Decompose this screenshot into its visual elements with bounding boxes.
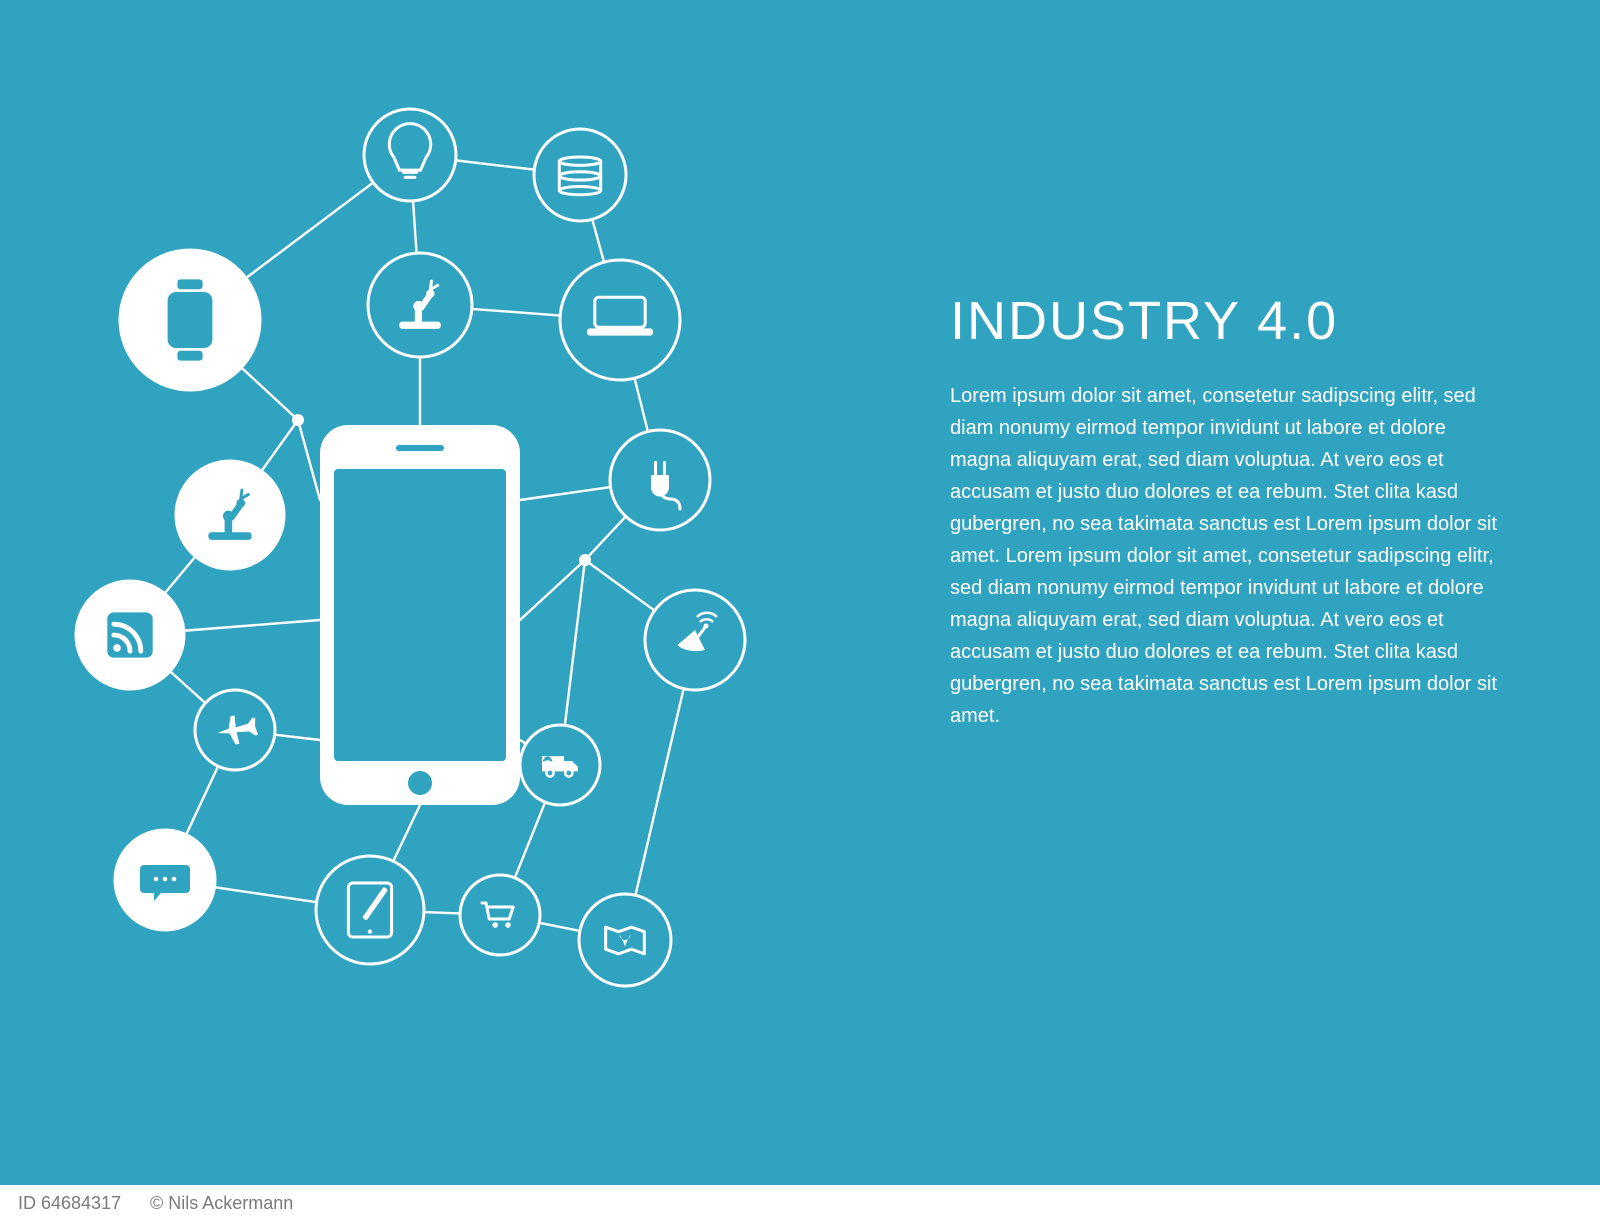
node-robot-arm-s [368, 253, 472, 357]
node-plug [610, 430, 710, 530]
node-laptop [560, 260, 680, 380]
edge [424, 912, 460, 913]
truck-icon [542, 756, 578, 776]
cart-icon [482, 903, 513, 928]
footer-image-id: ID 64684317 [18, 1185, 121, 1221]
edge [585, 516, 626, 560]
node-robot-arm-l [176, 461, 284, 569]
edge [275, 735, 320, 740]
edge [170, 671, 205, 703]
edge [472, 309, 560, 316]
junction-dot [579, 554, 591, 566]
node-airplane [195, 690, 275, 770]
tablet-icon [348, 883, 391, 937]
edge [393, 805, 420, 861]
junction-dot [292, 414, 304, 426]
edge [241, 368, 298, 420]
edge [520, 487, 611, 500]
plug-icon [651, 463, 680, 510]
edge [635, 378, 648, 431]
node-truck [520, 725, 600, 805]
edge [520, 560, 585, 620]
edge [539, 923, 580, 931]
node-map [579, 894, 671, 986]
edge [214, 887, 316, 902]
node-rss [76, 581, 184, 689]
edge [585, 560, 655, 611]
footer-author: © Nils Ackermann [150, 1185, 293, 1221]
edge [261, 420, 298, 471]
node-satellite [645, 590, 745, 690]
edge [298, 420, 320, 500]
rss-icon [107, 612, 152, 657]
edge [565, 560, 585, 725]
edge [456, 160, 535, 169]
node-lightbulb [364, 109, 456, 201]
node-tablet [316, 856, 424, 964]
edge [246, 183, 373, 278]
laptop-icon [587, 297, 653, 335]
infographic-stage: INDUSTRY 4.0 Lorem ipsum dolor sit amet,… [0, 0, 1600, 1221]
body-paragraph: Lorem ipsum dolor sit amet, consetetur s… [950, 380, 1510, 732]
node-cart [460, 875, 540, 955]
airplane-icon [215, 712, 259, 747]
edge [635, 689, 683, 896]
node-database [534, 129, 626, 221]
edge [165, 556, 196, 593]
edge [184, 620, 320, 631]
smartphone [320, 425, 520, 805]
edge [592, 219, 604, 262]
satellite-icon [678, 613, 718, 651]
robot-arm-icon [399, 281, 441, 329]
node-smartwatch [120, 250, 260, 390]
node-chat [115, 830, 215, 930]
edge [186, 766, 218, 834]
lightbulb-icon [389, 124, 430, 179]
edge [413, 201, 416, 253]
edge [515, 802, 545, 878]
title-heading: INDUSTRY 4.0 [950, 290, 1338, 352]
map-icon [606, 927, 645, 954]
database-icon [559, 157, 600, 195]
